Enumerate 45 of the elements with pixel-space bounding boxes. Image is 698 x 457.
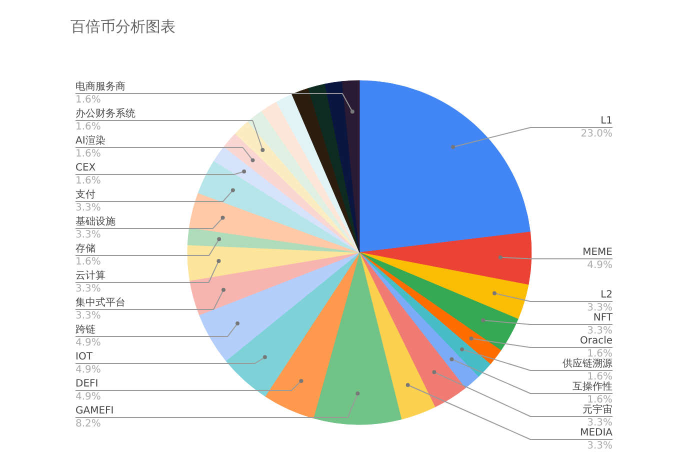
slice-label: 供应链溯源: [562, 358, 612, 370]
data-label: 1.6%: [76, 122, 101, 132]
slice-label: MEME: [582, 246, 613, 258]
data-label: 3.3%: [587, 440, 612, 452]
data-label: 4.9%: [76, 338, 101, 348]
slice-label: 支付: [76, 188, 96, 200]
slice-label: IOT: [76, 352, 94, 362]
slice-label: 电商服务商: [76, 80, 126, 92]
slice-label: L1: [600, 116, 613, 126]
slice-label: 存储: [76, 242, 96, 254]
data-label: 3.3%: [76, 310, 101, 322]
data-label: 4.9%: [76, 364, 101, 376]
data-label: 3.3%: [76, 230, 101, 240]
slice-label: 集中式平台: [76, 296, 126, 308]
slice-label: L2: [600, 290, 613, 300]
slice-label: AI渲染: [76, 134, 106, 146]
data-label: 3.3%: [587, 302, 612, 314]
slice-label: 元宇宙: [582, 404, 612, 416]
data-label: 3.3%: [76, 284, 101, 294]
data-label: 4.9%: [587, 260, 612, 271]
data-label: 1.6%: [76, 176, 101, 186]
slice-label: 跨链: [76, 324, 96, 336]
data-label: 1.6%: [587, 372, 612, 382]
slice-label: GAMEFI: [76, 406, 114, 416]
data-label: 1.6%: [587, 348, 612, 360]
slice-label: DEFI: [76, 378, 98, 390]
data-label: 4.9%: [76, 392, 101, 402]
chart-title: 百倍币分析图表: [70, 18, 176, 36]
data-label: 23.0%: [580, 128, 613, 140]
slice-label: NFT: [593, 312, 614, 324]
data-label: 3.3%: [76, 202, 101, 214]
data-label: 3.3%: [587, 418, 612, 428]
data-label: 1.6%: [76, 148, 101, 160]
slice-label: CEX: [76, 162, 96, 174]
data-label: 1.6%: [76, 94, 101, 106]
data-label: 1.6%: [587, 394, 612, 406]
data-label: 3.3%: [587, 326, 612, 336]
data-label: 1.6%: [76, 256, 101, 268]
slice-label: 基础设施: [76, 216, 116, 228]
data-label: 8.2%: [76, 418, 101, 430]
slice-label: MEDIA: [580, 428, 613, 438]
slice-label: Oracle: [580, 336, 613, 346]
slice-label: 云计算: [76, 270, 106, 282]
slice-label: 互操作性: [572, 380, 612, 392]
slice-label: 办公财务系统: [76, 108, 136, 120]
